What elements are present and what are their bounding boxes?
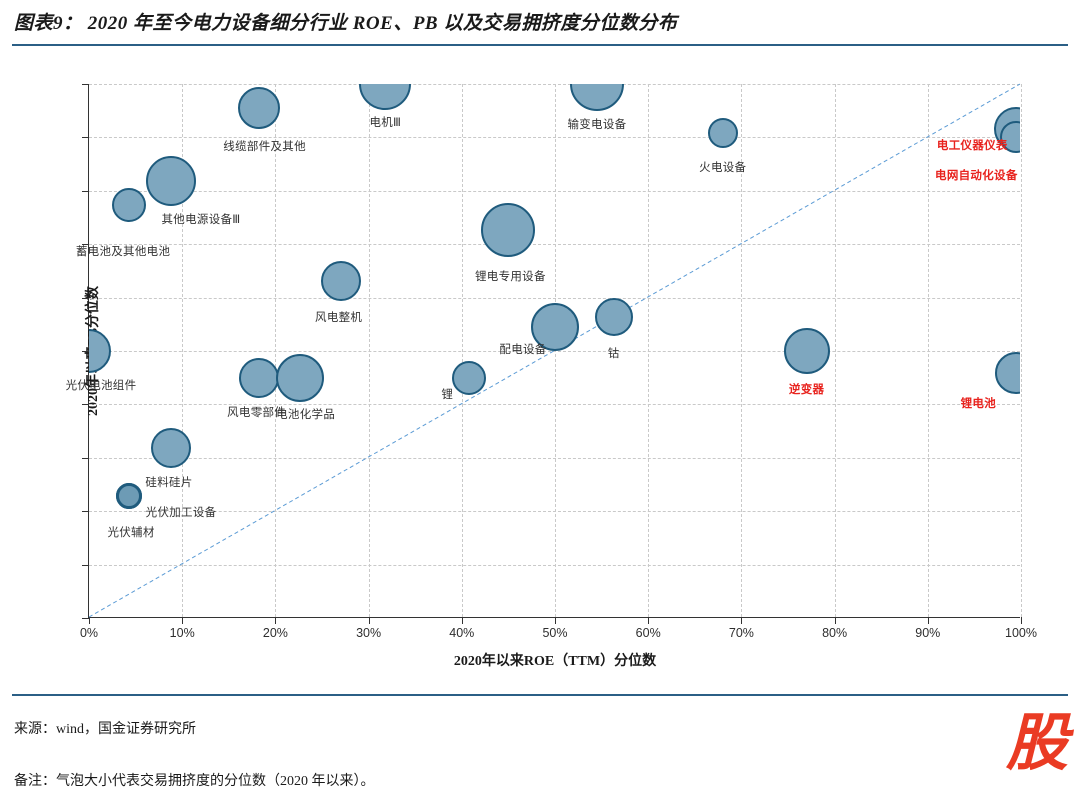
bubble-point — [89, 329, 111, 373]
bubble-point — [1000, 121, 1020, 154]
figure-note: 备注：气泡大小代表交易拥挤度的分位数（2020 年以来）。 — [14, 774, 375, 789]
x-axis-tick — [741, 617, 743, 624]
y-axis-tick — [82, 511, 89, 513]
bubble-point — [112, 188, 147, 223]
x-axis-tick-label: 70% — [728, 626, 754, 640]
gridline-vertical — [1021, 84, 1022, 617]
point-label: 电池化学品 — [276, 408, 336, 421]
publisher-logo: 股 — [1005, 706, 1068, 779]
point-label: 光伏辅材 — [107, 527, 155, 540]
point-label: 线缆部件及其他 — [223, 141, 306, 154]
point-label: 风电零部件 — [227, 406, 287, 419]
bubble-point — [359, 84, 412, 110]
x-axis-tick — [927, 617, 929, 624]
point-label: 配电设备 — [499, 343, 547, 356]
point-label: 钴 — [607, 347, 620, 360]
y-axis-tick — [82, 404, 89, 406]
y-axis-tick — [82, 244, 89, 246]
x-axis-tick — [275, 617, 277, 624]
x-axis-tick-label: 20% — [262, 626, 288, 640]
point-label: 火电设备 — [699, 161, 747, 174]
bubble-point — [151, 428, 192, 469]
source-note: 来源：wind，国金证券研究所 — [14, 722, 196, 737]
y-axis-tick — [82, 190, 89, 192]
point-label: 风电整机 — [315, 311, 363, 324]
bubble-point — [146, 156, 197, 207]
x-axis-tick — [648, 617, 650, 624]
x-axis-tick — [89, 617, 90, 624]
x-axis-tick — [368, 617, 370, 624]
point-label: 光伏加工设备 — [145, 507, 217, 520]
x-axis-tick — [834, 617, 836, 624]
x-axis-tick-label: 0% — [79, 626, 99, 640]
point-label: 逆变器 — [788, 384, 825, 396]
x-axis-tick-label: 60% — [635, 626, 661, 640]
point-label: 电机Ⅲ — [369, 117, 402, 129]
bubble-point — [481, 202, 536, 257]
title-divider — [12, 44, 1068, 46]
x-axis-tick-label: 10% — [169, 626, 195, 640]
y-axis-tick — [82, 137, 89, 139]
bubbles-layer — [89, 84, 1020, 617]
bubble-point — [783, 328, 830, 374]
x-axis-title: 2020年以来ROE（TTM）分位数 — [453, 654, 657, 669]
bubble-point — [238, 357, 279, 398]
bubble-point — [594, 297, 633, 336]
x-axis-tick — [1021, 617, 1022, 624]
x-axis-tick-label: 80% — [822, 626, 848, 640]
bubble-point — [116, 483, 143, 510]
y-axis-tick — [82, 457, 89, 459]
bubble-point — [569, 84, 624, 111]
bubble-point — [707, 117, 738, 148]
point-label: 锂 — [441, 388, 454, 401]
bubble-point — [275, 353, 324, 402]
x-axis-tick-label: 50% — [542, 626, 568, 640]
x-axis-tick-label: 90% — [915, 626, 941, 640]
bubble-point — [237, 87, 280, 130]
footer-divider — [12, 694, 1068, 696]
y-axis-tick — [82, 564, 89, 566]
point-label: 光伏电池组件 — [65, 380, 137, 392]
point-label: 锂电池 — [960, 397, 997, 410]
x-axis-tick — [182, 617, 184, 624]
bubble-point — [531, 302, 579, 351]
point-label: 电网自动化设备 — [935, 170, 1018, 183]
point-label: 电工仪器仪表 — [936, 140, 1008, 153]
y-axis-tick — [82, 84, 89, 85]
x-axis-tick-label: 100% — [1005, 626, 1037, 640]
x-axis-tick — [555, 617, 556, 624]
x-axis-tick — [461, 617, 463, 624]
point-label: 硅料硅片 — [145, 477, 193, 490]
y-axis-tick — [82, 297, 89, 299]
page-title: 图表9： 2020 年至今电力设备细分行业 ROE、PB 以及交易拥挤度分位数分… — [14, 13, 678, 34]
x-axis-tick-label: 30% — [356, 626, 382, 640]
y-axis-tick — [82, 618, 89, 619]
point-label: 锂电专用设备 — [474, 270, 546, 283]
bubble-point — [320, 260, 361, 301]
bubble-point — [995, 351, 1020, 394]
point-label: 其他电源设备Ⅲ — [161, 214, 241, 227]
point-label: 输变电设备 — [567, 119, 627, 131]
y-axis-tick — [82, 351, 89, 352]
x-axis-tick-label: 40% — [449, 626, 475, 640]
point-label: 蓄电池及其他电池 — [75, 246, 171, 259]
bubble-point — [452, 360, 487, 395]
plot-area: 2020年以来PB分位数 2020年以来ROE（TTM）分位数 0%10%20%… — [66, 83, 1037, 669]
